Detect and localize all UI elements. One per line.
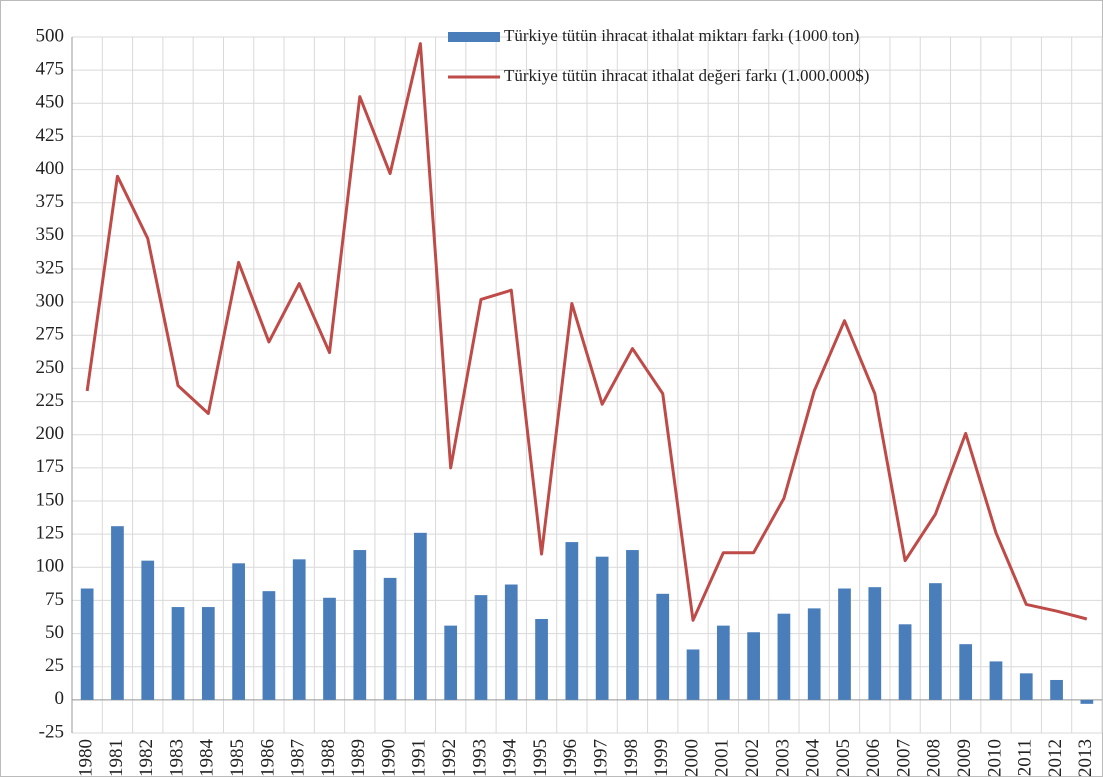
- y-tick-label: 225: [36, 390, 65, 411]
- x-tick-label: 2000: [681, 739, 702, 777]
- legend-label: Türkiye tütün ihracat ithalat değeri far…: [504, 66, 869, 85]
- bar: [353, 550, 367, 700]
- x-tick-label: 2004: [803, 739, 824, 777]
- y-tick-label: 325: [36, 257, 65, 278]
- bar: [898, 624, 912, 700]
- x-tick-label: 2007: [893, 739, 914, 777]
- y-tick-label: 300: [36, 291, 65, 312]
- bar: [838, 588, 851, 700]
- y-tick-label: 150: [36, 489, 65, 510]
- x-tick-label: 2013: [1075, 739, 1096, 777]
- y-tick-label: 475: [36, 59, 65, 80]
- x-tick-label: 1997: [591, 739, 612, 777]
- line: [85, 42, 1088, 622]
- bar: [504, 584, 518, 700]
- x-tick-label: 1995: [530, 739, 551, 777]
- y-tick-label: 450: [36, 92, 65, 113]
- y-tick-label: -25: [39, 721, 64, 742]
- bar: [1080, 699, 1094, 704]
- x-tick-label: 2006: [863, 739, 884, 777]
- y-tick-label: 425: [36, 125, 65, 146]
- x-tick-label: 1993: [469, 739, 490, 777]
- bar: [686, 649, 700, 700]
- bar: [111, 526, 124, 700]
- x-tick-label: 1987: [288, 739, 309, 777]
- bar: [747, 632, 760, 700]
- bar: [595, 556, 609, 700]
- bar: [807, 608, 821, 700]
- bar: [262, 591, 276, 700]
- bar: [656, 593, 670, 700]
- x-tick-label: 1982: [136, 739, 157, 777]
- x-tick-label: 2009: [954, 739, 975, 777]
- bar: [716, 625, 730, 700]
- x-tick-label: 1999: [651, 739, 672, 777]
- y-tick-label: 275: [36, 324, 65, 345]
- legend-swatch: [448, 32, 500, 42]
- x-tick-label: 1990: [378, 739, 399, 777]
- bar: [141, 560, 155, 700]
- bar: [474, 595, 488, 700]
- y-tick-label: 175: [36, 456, 65, 477]
- x-tick-label: 1998: [621, 739, 642, 777]
- x-tick-label: 1991: [409, 739, 430, 777]
- y-tick-label: 375: [36, 191, 65, 212]
- x-tick-label: 2012: [1045, 739, 1066, 777]
- bar: [444, 625, 458, 700]
- x-tick-label: 2011: [1015, 739, 1036, 776]
- x-tick-label: 1988: [318, 739, 339, 777]
- x-tick-label: 2005: [833, 739, 854, 777]
- bar: [80, 588, 94, 700]
- x-tick-label: 2010: [984, 739, 1005, 777]
- bar: [292, 559, 306, 700]
- x-tick-label: 1986: [257, 739, 278, 777]
- x-tick-label: 2001: [712, 739, 733, 777]
- x-tick-label: 1984: [197, 739, 218, 777]
- y-tick-label: 75: [45, 589, 64, 610]
- x-tick-label: 1994: [500, 739, 521, 777]
- y-tick-label: 200: [36, 423, 65, 444]
- x-tick-label: 1996: [560, 739, 581, 777]
- bar: [929, 583, 942, 700]
- bar: [777, 613, 791, 700]
- y-tick-label: 500: [36, 25, 65, 46]
- y-tick-label: 250: [36, 357, 65, 378]
- y-tick-label: 400: [36, 158, 65, 179]
- x-tick-label: 1989: [348, 739, 369, 777]
- legend-label: Türkiye tütün ihracat ithalat miktarı fa…: [504, 26, 859, 45]
- y-tick-label: 125: [36, 523, 65, 544]
- bar: [535, 618, 548, 700]
- bar: [201, 607, 215, 700]
- bar: [414, 532, 427, 700]
- bar: [868, 587, 882, 700]
- y-tick-label: 100: [36, 556, 65, 577]
- y-tick-label: 350: [36, 224, 65, 245]
- x-tick-label: 1985: [227, 739, 248, 777]
- legend: Türkiye tütün ihracat ithalat miktarı fa…: [448, 26, 869, 85]
- x-tick-label: 2002: [742, 739, 763, 777]
- bar: [959, 644, 973, 700]
- y-tick-label: 0: [55, 688, 65, 709]
- x-tick-label: 2008: [924, 739, 945, 777]
- bar: [1050, 679, 1063, 700]
- y-tick-label: 50: [45, 622, 64, 643]
- x-tick-label: 1983: [166, 739, 187, 777]
- x-tick-label: 1981: [106, 739, 127, 777]
- bar: [383, 577, 397, 700]
- bar: [989, 661, 1003, 700]
- bar: [1019, 673, 1033, 700]
- bar: [626, 550, 639, 700]
- bar: [323, 597, 336, 700]
- x-tick-label: 1992: [439, 739, 460, 777]
- y-tick-label: 25: [45, 655, 64, 676]
- bar: [171, 607, 185, 700]
- bar: [232, 563, 245, 700]
- x-tick-label: 1980: [76, 739, 97, 777]
- x-tick-label: 2003: [772, 739, 793, 777]
- bar: [565, 542, 579, 700]
